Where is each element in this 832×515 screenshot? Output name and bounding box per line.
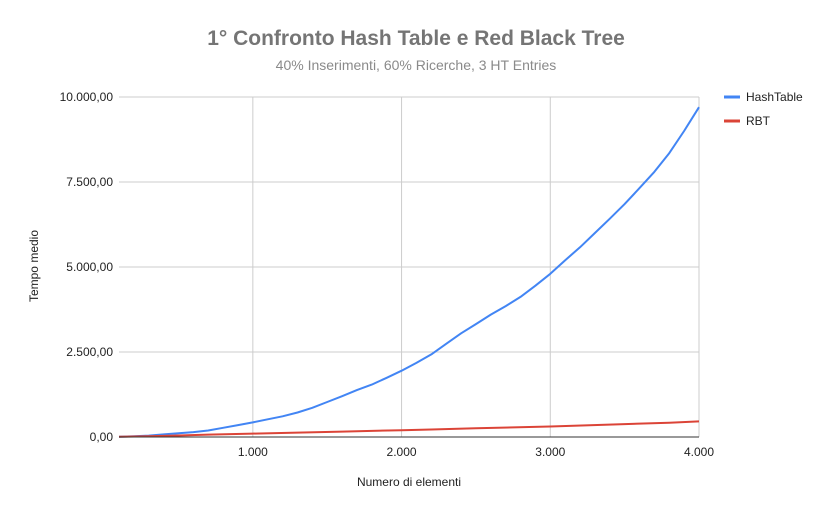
legend: HashTable RBT [724, 90, 803, 128]
y-tick-label: 2.500,00 [66, 345, 113, 359]
y-axis-ticks: 0,00 2.500,00 5.000,00 7.500,00 10.000,00 [60, 90, 114, 444]
x-tick-label: 4.000 [684, 445, 714, 459]
y-tick-label: 5.000,00 [66, 260, 113, 274]
legend-label-hashtable: HashTable [746, 90, 803, 104]
y-tick-label: 7.500,00 [66, 175, 113, 189]
grid [119, 96, 700, 437]
series-line-hashtable [118, 106, 700, 438]
chart-title: 1° Confronto Hash Table e Red Black Tree [207, 27, 625, 50]
series-lines [118, 106, 700, 438]
x-axis-ticks: 1.000 2.000 3.000 4.000 [238, 445, 715, 459]
y-axis-title: Tempo medio [27, 230, 41, 302]
chart-subtitle: 40% Inserimenti, 60% Ricerche, 3 HT Entr… [276, 57, 557, 73]
legend-label-rbt: RBT [746, 114, 771, 128]
y-tick-label: 10.000,00 [60, 90, 114, 104]
x-tick-label: 1.000 [238, 445, 268, 459]
y-tick-label: 0,00 [90, 430, 114, 444]
x-axis-title: Numero di elementi [357, 475, 461, 489]
series-line-rbt [118, 420, 700, 438]
x-tick-label: 3.000 [535, 445, 565, 459]
x-tick-label: 2.000 [387, 445, 417, 459]
